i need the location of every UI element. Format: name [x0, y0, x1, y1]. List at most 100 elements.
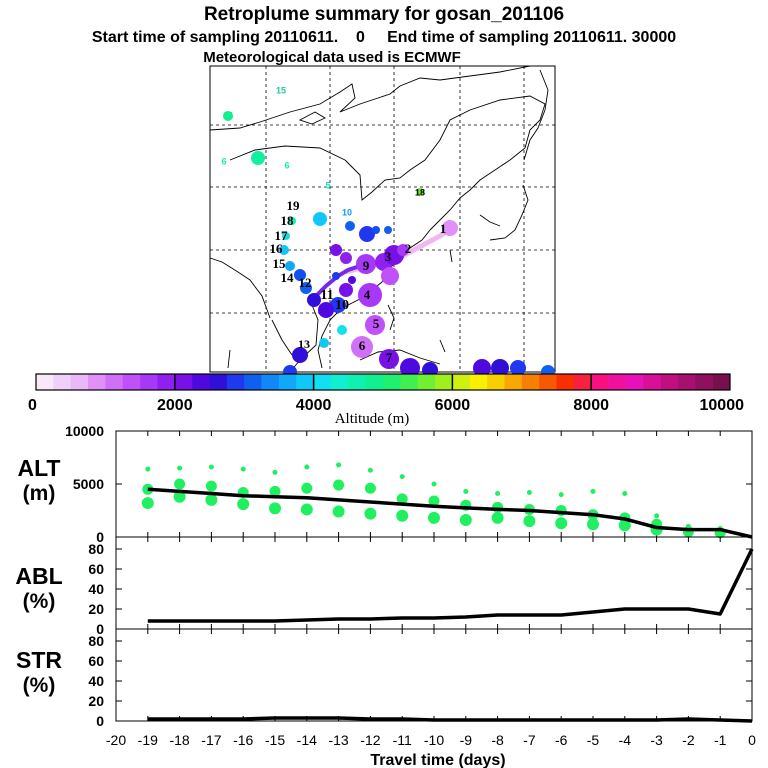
map-day-label: 14 [223, 110, 233, 120]
colorbar-swatch [383, 374, 401, 390]
x-tick-label: -20 [106, 732, 126, 748]
colorbar-title: Altitude (m) [335, 411, 410, 427]
map-day-label: 6 [359, 338, 366, 353]
cluster-point [367, 467, 373, 473]
colorbar-swatch [278, 374, 297, 390]
map-cluster-circle [351, 336, 373, 358]
map-day-label: 14 [281, 270, 295, 285]
y-tick-label: 40 [88, 673, 104, 689]
map-cluster-circle [223, 111, 233, 121]
y-tick-label: 0 [96, 621, 104, 637]
cluster-point [301, 482, 313, 494]
panel-unit: (%) [23, 590, 56, 613]
map-cluster-circle [356, 254, 376, 274]
panel-unit: (m) [23, 482, 56, 505]
colorbar-tick-label: 8000 [573, 397, 609, 414]
colorbar-swatch [400, 374, 418, 390]
colorbar-swatch [712, 374, 731, 390]
map-cluster-circle [279, 245, 289, 255]
map-cluster-circle [285, 261, 295, 271]
cluster-point [459, 514, 472, 527]
y-tick-label: 0 [96, 713, 104, 729]
map-day-label: 1 [440, 221, 447, 236]
colorbar-swatch [452, 374, 471, 390]
cluster-point [491, 511, 504, 524]
map-day-label: 11 [316, 213, 326, 223]
colorbar-swatch [330, 374, 349, 390]
cluster-point [495, 491, 501, 497]
x-tick-label: -15 [265, 732, 285, 748]
map-day-label: 6 [221, 156, 226, 166]
cluster-point [622, 491, 628, 497]
y-tick-label: 5000 [73, 476, 104, 492]
colorbar-swatch [695, 374, 713, 390]
map-cluster-circle [397, 244, 409, 256]
colorbar-swatch [677, 374, 696, 390]
colorbar-swatch [556, 374, 575, 390]
map-cluster-circle [491, 359, 509, 377]
map-cluster-circle [442, 220, 458, 236]
cluster-point [463, 488, 469, 494]
map-cluster-circle [300, 282, 312, 294]
x-tick-label: -13 [328, 732, 348, 748]
map-cluster-circle [332, 272, 340, 280]
cluster-point [555, 517, 568, 530]
colorbar-frame [35, 373, 731, 391]
cluster-point [364, 507, 377, 520]
cluster-point [240, 466, 246, 472]
cluster-point [396, 493, 408, 505]
cluster-point [590, 488, 596, 494]
x-tick-label: 0 [748, 732, 756, 748]
cluster-point [272, 469, 278, 475]
trajectory-clusters [223, 111, 555, 379]
map-cluster-circle [294, 269, 306, 281]
colorbar-swatch [660, 374, 679, 390]
colorbar-swatch [244, 374, 262, 390]
cluster-point [654, 513, 660, 519]
y-tick-label: 20 [88, 693, 104, 709]
cluster-point [428, 495, 440, 507]
cluster-point [587, 518, 599, 531]
cluster-point [205, 493, 218, 506]
map-day-label: 5 [373, 316, 380, 331]
x-tick-label: -18 [169, 732, 189, 748]
x-tick-label: -14 [297, 732, 317, 748]
colorbar-swatch [122, 374, 141, 390]
map-day-label: 5 [325, 180, 330, 190]
cluster-point [618, 519, 631, 532]
y-tick-label: 0 [96, 529, 104, 545]
colorbar-swatch [88, 374, 106, 390]
map-day-label: 6 [284, 160, 289, 170]
map-cluster-circle [330, 297, 346, 313]
x-tick-label: -5 [587, 732, 600, 748]
x-tick-label: -3 [650, 732, 663, 748]
map-cluster-circle [379, 349, 399, 369]
colorbar-tick-label: 6000 [435, 397, 471, 414]
map-day-label: 3 [385, 249, 392, 264]
cluster-point [174, 478, 186, 490]
colorbar-swatch [521, 374, 540, 390]
colorbar-swatch [36, 374, 54, 390]
cluster-point [304, 464, 310, 470]
map-cluster-circle [282, 232, 290, 240]
x-tick-label: -16 [233, 732, 253, 748]
colorbar-swatch [435, 374, 453, 390]
colorbar-tick-label: 0 [28, 397, 37, 414]
series-line [147, 716, 753, 723]
map-day-label: 19 [287, 198, 301, 213]
map-day-label: 7 [386, 350, 393, 365]
cluster-point [558, 492, 564, 498]
x-tick-label: -10 [424, 732, 444, 748]
cluster-point [336, 462, 342, 468]
map-cluster-circle [337, 325, 347, 335]
panel-title: ABL [15, 563, 62, 589]
x-tick-label: -12 [360, 732, 380, 748]
map-day-label: 10 [335, 298, 349, 313]
colorbar-swatch [591, 374, 609, 390]
map-day-label: 4 [364, 287, 371, 302]
map-cluster-circle [400, 358, 420, 378]
map-cluster-circle [381, 267, 399, 285]
map-cluster-circle [318, 302, 334, 318]
cluster-point [269, 502, 281, 515]
